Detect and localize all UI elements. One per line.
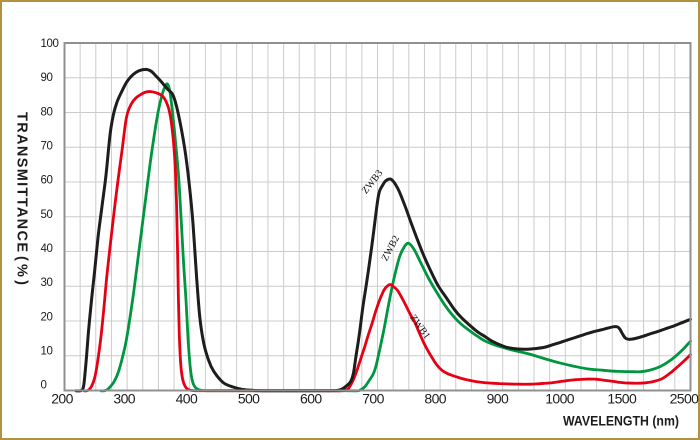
svg-text:10: 10 xyxy=(41,346,53,358)
svg-text:500: 500 xyxy=(238,391,260,407)
svg-text:700: 700 xyxy=(362,391,384,407)
svg-text:80: 80 xyxy=(41,106,53,118)
svg-text:200: 200 xyxy=(51,391,73,407)
svg-text:(%): (%) xyxy=(14,256,30,285)
svg-text:50: 50 xyxy=(41,209,53,221)
svg-text:600: 600 xyxy=(300,391,322,407)
svg-text:60: 60 xyxy=(41,175,53,187)
svg-text:TRANSMITTANCE: TRANSMITTANCE xyxy=(14,112,30,252)
svg-text:1500: 1500 xyxy=(607,391,637,407)
svg-text:0: 0 xyxy=(41,380,47,392)
svg-text:100: 100 xyxy=(41,38,59,50)
svg-text:WAVELENGTH (nm): WAVELENGTH (nm) xyxy=(563,413,679,429)
svg-text:90: 90 xyxy=(41,72,53,84)
svg-text:900: 900 xyxy=(487,391,509,407)
svg-text:800: 800 xyxy=(424,391,446,407)
svg-text:70: 70 xyxy=(41,140,53,152)
svg-text:400: 400 xyxy=(176,391,198,407)
svg-text:1000: 1000 xyxy=(545,391,575,407)
svg-text:30: 30 xyxy=(41,277,53,289)
svg-text:40: 40 xyxy=(41,243,53,255)
svg-text:300: 300 xyxy=(113,391,135,407)
svg-text:20: 20 xyxy=(41,311,53,323)
svg-text:2500: 2500 xyxy=(670,391,700,407)
